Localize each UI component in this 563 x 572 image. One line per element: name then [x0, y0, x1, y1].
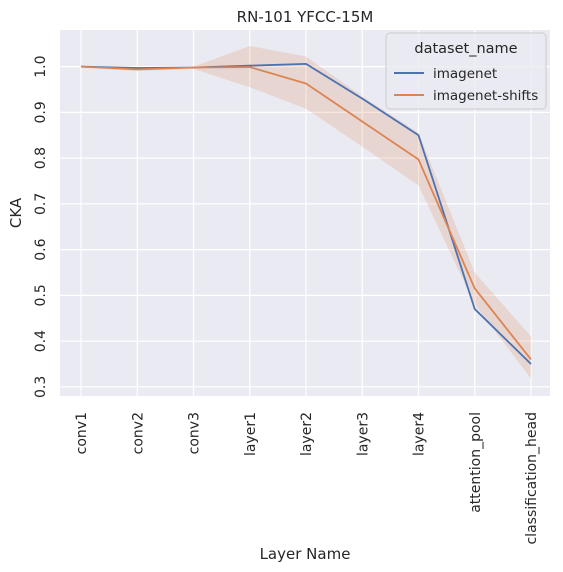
x-tick-label: layer2 — [299, 412, 315, 456]
y-tick-label: 0.3 — [33, 376, 49, 398]
x-tick-labels: conv1 conv2 conv3 layer1 layer2 layer3 layer4 a… — [74, 412, 540, 545]
x-tick-label: layer1 — [243, 412, 259, 456]
grid-lines — [60, 30, 550, 396]
x-tick-label: conv1 — [74, 412, 90, 454]
y-tick-label: 0.6 — [33, 238, 49, 260]
series-line-imagenet-shifts — [80, 65, 532, 360]
y-tick-labels: 0.3 0.4 0.5 0.6 0.7 0.8 0.9 1.0 — [33, 55, 49, 398]
y-tick-label: 0.8 — [33, 147, 49, 169]
legend-label-imagenet: imagenet — [433, 66, 497, 82]
y-tick-label: 0.5 — [33, 284, 49, 306]
y-tick-label: 0.7 — [33, 193, 49, 215]
x-axis-label: Layer Name — [260, 545, 351, 563]
x-tick-label: classification_head — [524, 412, 540, 545]
x-tick-label: conv2 — [130, 412, 146, 454]
series-lines — [80, 62, 532, 365]
legend-box — [385, 32, 547, 110]
y-tick-label: 0.9 — [33, 101, 49, 123]
series-line-imagenet — [80, 62, 532, 365]
x-tick-label: conv3 — [187, 412, 203, 454]
y-axis-label: CKA — [7, 197, 25, 228]
y-tick-label: 0.4 — [33, 330, 49, 352]
x-tick-label: layer3 — [355, 412, 371, 456]
chart-title: RN-101 YFCC-15M — [237, 8, 374, 26]
legend-label-imagenet-shifts: imagenet-shifts — [433, 88, 538, 104]
x-tick-label: attention_pool — [468, 412, 484, 513]
y-tick-label: 1.0 — [33, 55, 49, 77]
legend: dataset_name imagenet imagenet-shifts — [385, 32, 547, 110]
x-tick-label: layer4 — [412, 412, 428, 456]
legend-title: dataset_name — [414, 41, 517, 57]
